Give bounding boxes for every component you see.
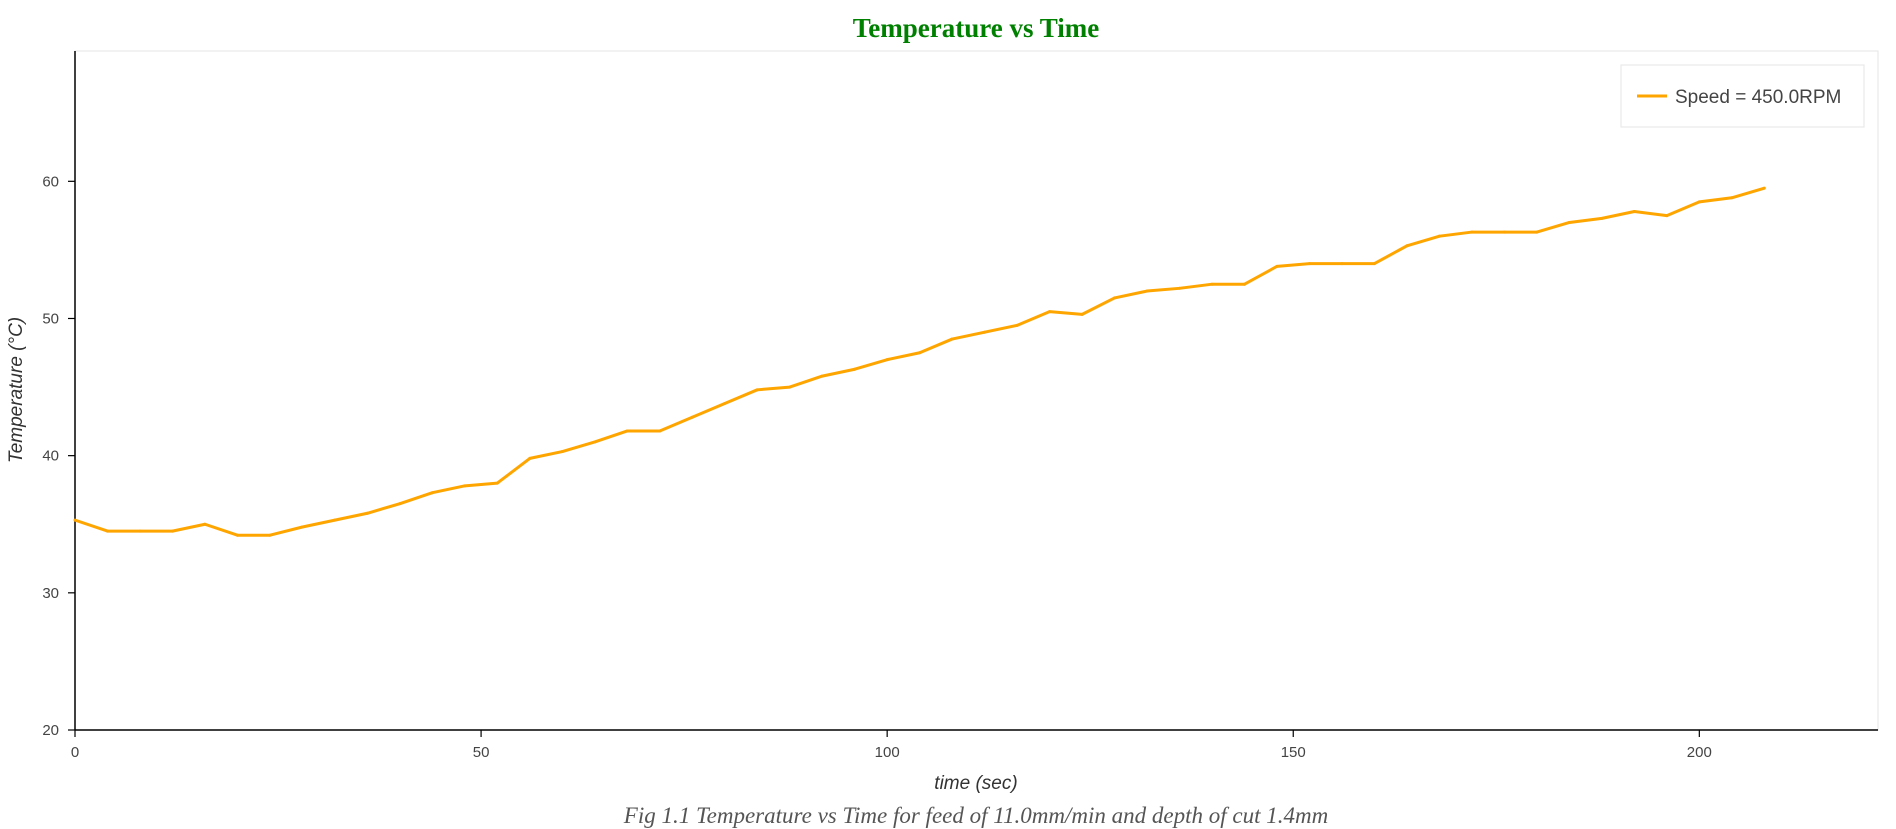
- plot-frame: [74, 50, 1879, 731]
- data-point: [1307, 262, 1311, 266]
- x-tick-label: 0: [71, 744, 79, 761]
- data-point: [690, 415, 694, 419]
- series-layer: [73, 186, 1766, 537]
- y-tick-label: 50: [42, 310, 59, 327]
- series-line: [74, 186, 1765, 537]
- data-point: [365, 511, 369, 515]
- data-point: [495, 481, 499, 485]
- x-tick-label: 100: [875, 744, 900, 761]
- data-point: [528, 456, 532, 460]
- data-point: [1372, 262, 1376, 266]
- data-point: [1340, 262, 1344, 266]
- data-point: [1080, 312, 1084, 316]
- x-axis-ticks: 0 50 100 150 200: [71, 730, 1712, 761]
- data-point: [268, 533, 272, 537]
- data-point: [170, 529, 174, 533]
- data-point: [73, 518, 77, 522]
- data-point: [918, 351, 922, 355]
- data-point: [430, 491, 434, 495]
- data-point: [950, 337, 954, 341]
- x-tick-label: 50: [473, 744, 490, 761]
- chart-title: Temperature vs Time: [853, 13, 1100, 43]
- data-point: [658, 429, 662, 433]
- legend-label: Speed = 450.0RPM: [1675, 87, 1841, 108]
- y-axis-ticks: 20 30 40 50 60: [42, 173, 75, 739]
- data-point: [1405, 244, 1409, 248]
- data-point: [1275, 264, 1279, 268]
- data-point: [105, 529, 109, 533]
- data-point: [853, 367, 857, 371]
- y-tick-label: 30: [42, 585, 59, 602]
- data-point: [1178, 286, 1182, 290]
- data-point: [1665, 214, 1669, 218]
- data-point: [1535, 230, 1539, 234]
- data-point: [1697, 200, 1701, 204]
- data-point: [1502, 230, 1506, 234]
- x-tick-label: 150: [1281, 744, 1306, 761]
- data-point: [203, 522, 207, 526]
- data-point: [1048, 310, 1052, 314]
- data-point: [333, 518, 337, 522]
- data-point: [560, 450, 564, 454]
- data-point: [1015, 323, 1019, 327]
- data-point: [1437, 234, 1441, 238]
- data-point: [1113, 296, 1117, 300]
- data-point: [788, 385, 792, 389]
- data-point: [885, 358, 889, 362]
- data-point: [1145, 289, 1149, 293]
- y-tick-label: 20: [42, 722, 59, 739]
- data-point: [1243, 282, 1247, 286]
- data-point: [1730, 196, 1734, 200]
- data-point: [1632, 209, 1636, 213]
- y-tick-label: 40: [42, 448, 59, 465]
- figure-caption: Fig 1.1 Temperature vs Time for feed of …: [623, 803, 1328, 828]
- data-point: [398, 502, 402, 506]
- data-point: [235, 533, 239, 537]
- data-point: [820, 374, 824, 378]
- data-point: [463, 484, 467, 488]
- x-axis-label: time (sec): [934, 773, 1017, 794]
- data-point: [723, 402, 727, 406]
- data-point: [1762, 186, 1766, 190]
- data-point: [1600, 216, 1604, 220]
- data-point: [625, 429, 629, 433]
- y-tick-label: 60: [42, 173, 59, 190]
- data-point: [300, 525, 304, 529]
- data-point: [138, 529, 142, 533]
- legend: Speed = 450.0RPM: [1620, 64, 1865, 128]
- data-point: [983, 330, 987, 334]
- x-tick-label: 200: [1687, 744, 1712, 761]
- data-point: [1210, 282, 1214, 286]
- data-point: [755, 388, 759, 392]
- y-axis-label: Temperature (°C): [6, 317, 27, 463]
- data-point: [1470, 230, 1474, 234]
- data-point: [1567, 220, 1571, 224]
- data-point: [593, 440, 597, 444]
